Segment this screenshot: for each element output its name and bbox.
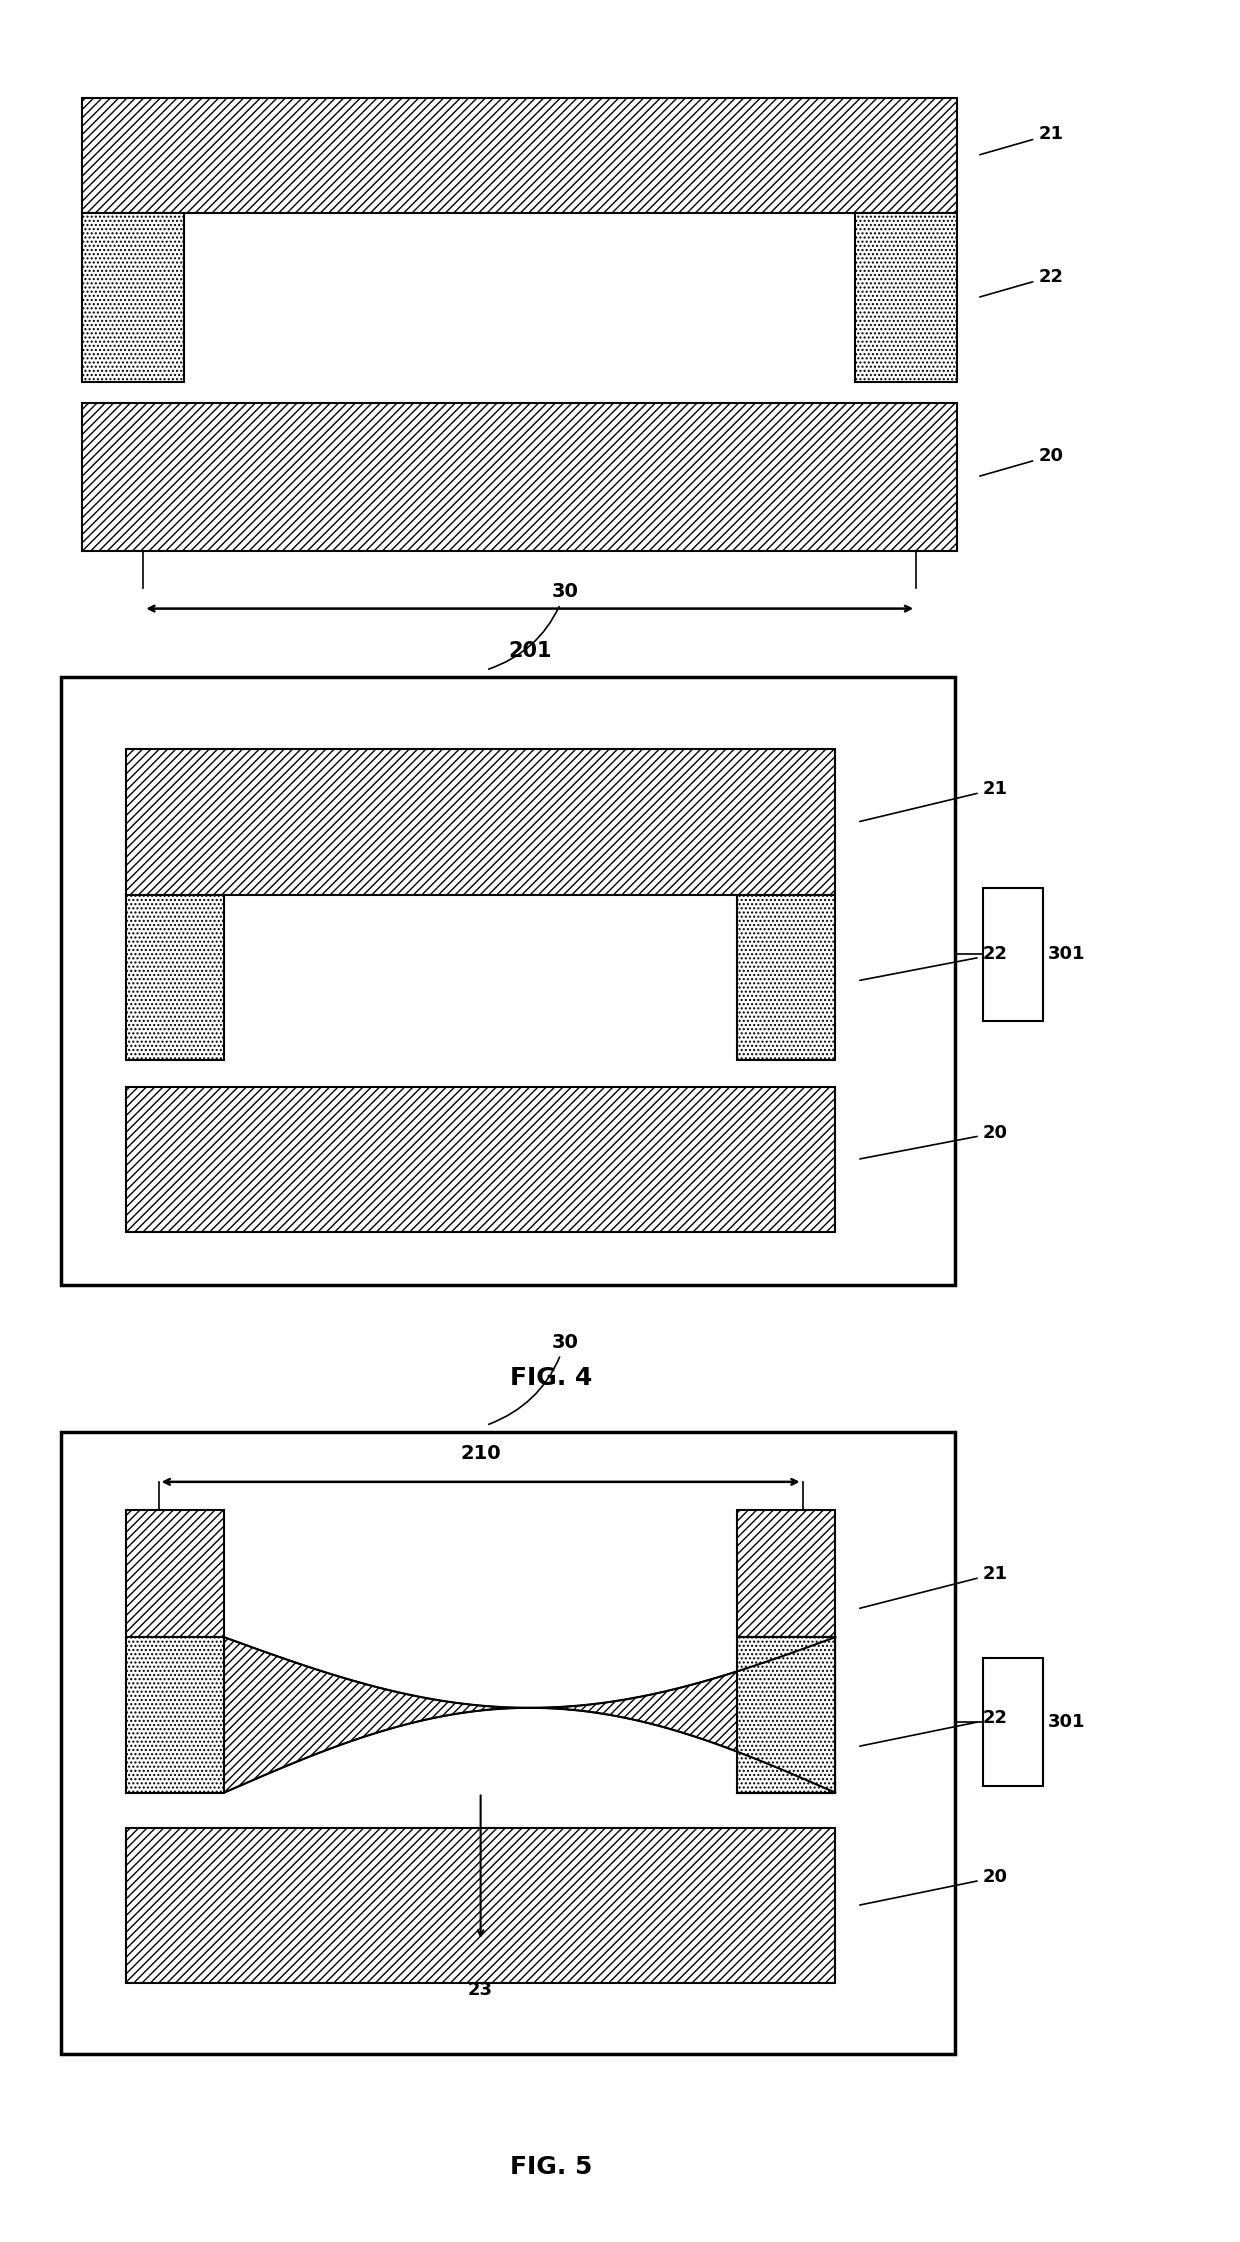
Text: 22: 22 — [859, 946, 1008, 980]
Text: 30: 30 — [489, 583, 578, 668]
Bar — [82, 96, 957, 213]
Text: 301: 301 — [1048, 1713, 1085, 1731]
Text: 210: 210 — [460, 1444, 501, 1464]
Text: 30: 30 — [489, 1332, 578, 1424]
Text: 22: 22 — [859, 1708, 1008, 1747]
Text: 201: 201 — [508, 641, 552, 661]
Text: 22: 22 — [980, 267, 1063, 296]
Text: FIG. 3: FIG. 3 — [489, 706, 570, 731]
Bar — [126, 1087, 836, 1233]
Bar — [126, 1827, 836, 1984]
Text: 20: 20 — [859, 1868, 1008, 1906]
Text: FIG. 4: FIG. 4 — [511, 1365, 593, 1390]
Text: 21: 21 — [859, 1565, 1008, 1608]
Bar — [126, 749, 836, 895]
Text: FIG. 5: FIG. 5 — [511, 2155, 593, 2179]
Bar — [982, 1659, 1043, 1785]
Bar — [61, 677, 955, 1285]
Bar — [126, 1511, 224, 1637]
Text: 301: 301 — [1048, 946, 1085, 964]
Text: 20: 20 — [859, 1123, 1008, 1159]
Bar — [737, 1511, 836, 1637]
Bar — [126, 1637, 224, 1794]
Bar — [856, 213, 957, 381]
Bar — [737, 895, 836, 1060]
Bar — [737, 1637, 836, 1794]
Bar — [61, 1433, 955, 2054]
Text: 23: 23 — [469, 1982, 494, 2000]
Text: 20: 20 — [980, 446, 1063, 475]
Bar — [82, 213, 184, 381]
Text: 21: 21 — [859, 780, 1008, 821]
Bar — [82, 404, 957, 552]
Bar — [982, 888, 1043, 1020]
Bar — [126, 895, 224, 1060]
Text: 21: 21 — [980, 126, 1063, 155]
Polygon shape — [224, 1637, 836, 1794]
